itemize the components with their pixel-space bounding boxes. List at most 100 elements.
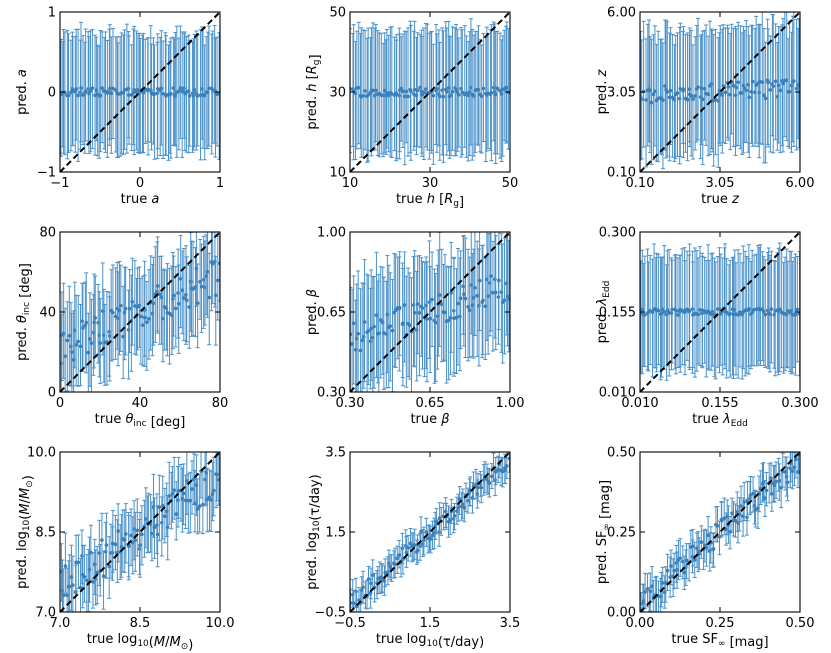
data-point xyxy=(351,321,356,326)
data-point xyxy=(717,535,722,539)
data-point xyxy=(76,339,81,344)
data-point xyxy=(684,558,689,563)
data-point xyxy=(148,88,153,92)
data-point xyxy=(385,91,389,95)
data-point xyxy=(157,292,162,297)
y-tick-label: 0.65 xyxy=(317,306,346,321)
data-point xyxy=(415,548,420,553)
data-point xyxy=(736,313,740,317)
data-point xyxy=(422,90,426,95)
data-point xyxy=(152,92,157,96)
y-tick-label: 0.155 xyxy=(599,306,636,321)
data-point xyxy=(402,303,407,307)
data-point xyxy=(428,316,432,321)
data-point xyxy=(366,577,371,581)
data-point xyxy=(354,589,358,594)
data-point xyxy=(157,505,162,510)
data-point xyxy=(215,472,219,477)
data-point xyxy=(696,85,700,89)
y-tick-label: 0.25 xyxy=(607,526,636,541)
data-point xyxy=(748,493,753,497)
data-point xyxy=(643,313,647,317)
y-label-part: ) xyxy=(21,475,36,480)
data-point xyxy=(454,315,459,320)
data-point xyxy=(69,575,74,579)
data-point xyxy=(353,91,358,96)
data-point xyxy=(734,85,739,90)
data-point xyxy=(740,91,744,95)
x-label-part: true xyxy=(396,192,427,207)
x-axis-label: true z xyxy=(701,192,740,207)
data-point xyxy=(750,310,754,315)
y-label-part: ] xyxy=(308,54,323,59)
x-label-part: ∞ xyxy=(718,639,726,649)
data-point xyxy=(150,531,154,536)
data-point xyxy=(446,318,451,323)
data-point xyxy=(718,312,723,316)
data-point xyxy=(361,93,365,98)
data-point xyxy=(195,301,200,305)
data-point xyxy=(434,519,439,524)
data-point xyxy=(63,354,67,359)
data-point xyxy=(152,525,157,530)
data-point xyxy=(209,498,213,502)
x-label-part: Edd xyxy=(731,419,748,429)
y-axis-label: pred. log10(τ/day) xyxy=(305,474,323,589)
data-point xyxy=(449,290,453,295)
data-point xyxy=(665,90,670,94)
data-point xyxy=(217,477,220,482)
data-point xyxy=(184,292,188,297)
data-point xyxy=(649,100,654,105)
data-point xyxy=(784,78,789,83)
data-point xyxy=(176,302,181,306)
plot-area xyxy=(640,452,800,612)
x-tick-label: 6.00 xyxy=(786,176,815,191)
data-point xyxy=(121,334,125,339)
data-point xyxy=(124,532,128,536)
data-point xyxy=(61,593,66,598)
data-point xyxy=(397,553,401,557)
data-point xyxy=(103,549,108,554)
data-point xyxy=(422,538,426,542)
data-point xyxy=(167,494,172,498)
x-tick-label: −1 xyxy=(50,176,69,191)
y-label-part: Edd xyxy=(602,281,612,298)
y-axis-label: pred. a xyxy=(15,69,30,115)
data-point xyxy=(435,87,439,91)
data-point xyxy=(777,479,782,483)
data-point xyxy=(430,297,434,302)
data-point xyxy=(449,93,453,98)
data-point xyxy=(505,85,509,90)
data-point xyxy=(356,85,361,90)
data-point xyxy=(731,83,736,88)
y-tick-label: 0.300 xyxy=(599,226,636,241)
data-point xyxy=(691,97,695,101)
y-tick-label: 50 xyxy=(329,6,346,21)
x-axis-label: true log10(τ/day) xyxy=(376,632,484,650)
data-point xyxy=(374,313,379,317)
data-point xyxy=(119,303,123,308)
data-point xyxy=(130,300,135,304)
data-point xyxy=(176,498,180,502)
data-point xyxy=(641,89,646,94)
x-tick-label: 50 xyxy=(502,176,519,191)
data-point xyxy=(95,570,99,575)
y-label-part: ( xyxy=(18,515,33,520)
data-point xyxy=(155,532,160,537)
data-point xyxy=(155,289,159,294)
data-point xyxy=(399,86,404,91)
y-label-part: 10 xyxy=(22,519,32,531)
y-tick-label: 3.05 xyxy=(607,86,636,101)
data-point xyxy=(65,338,70,343)
data-point xyxy=(207,495,212,500)
data-point xyxy=(370,573,375,577)
x-tick-label: 0.155 xyxy=(701,396,738,411)
data-point xyxy=(190,487,194,491)
x-label-part: true log xyxy=(376,632,427,647)
data-point xyxy=(182,296,186,300)
data-point xyxy=(401,321,405,325)
data-point xyxy=(450,89,455,94)
data-point xyxy=(706,533,710,538)
data-point xyxy=(430,533,435,538)
